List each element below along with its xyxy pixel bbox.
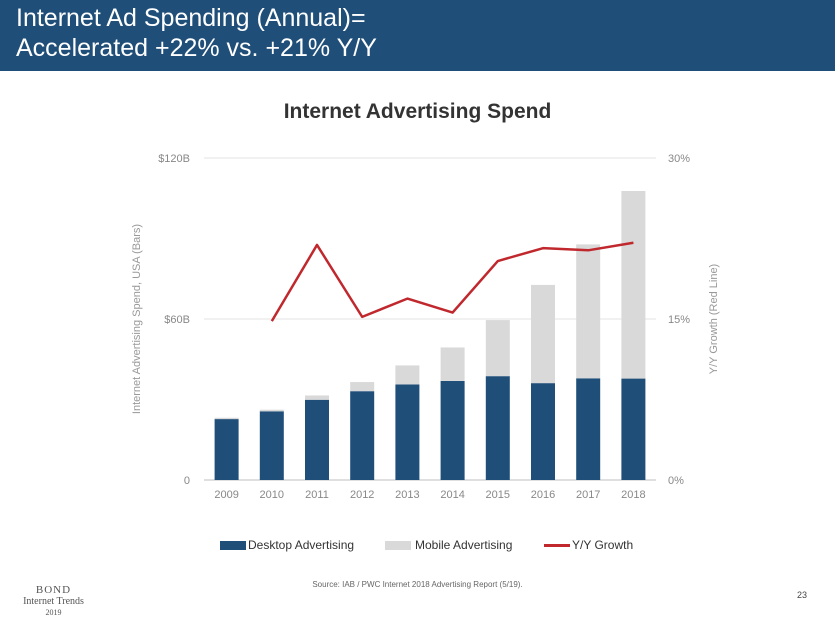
- y-tick-label: 0: [184, 475, 190, 487]
- slide-header: Internet Ad Spending (Annual)= Accelerat…: [0, 0, 835, 71]
- x-tick-label: 2013: [395, 489, 419, 501]
- mobile-bar: [214, 417, 239, 420]
- x-tick-label: 2016: [531, 489, 555, 501]
- slide-title-line-2: Accelerated +22% vs. +21% Y/Y: [16, 34, 377, 62]
- mobile-bar: [440, 347, 465, 381]
- x-tick-label: 2009: [214, 489, 238, 501]
- mobile-bar: [621, 191, 646, 379]
- desktop-bar: [395, 384, 420, 480]
- y2-tick-label: 15%: [668, 314, 690, 326]
- slide-title-line-1: Internet Ad Spending (Annual)=: [16, 4, 366, 32]
- desktop-bar: [621, 378, 646, 480]
- legend-mobile-swatch: [385, 540, 411, 550]
- desktop-bar: [259, 411, 284, 480]
- mobile-bar: [305, 395, 329, 400]
- x-tick-label: 2010: [260, 489, 284, 501]
- x-tick-label: 2014: [440, 489, 464, 501]
- y-axis-label: Internet Advertising Spend, USA (Bars): [131, 224, 143, 414]
- bond-logo: BOND Internet Trends 2019: [16, 585, 91, 618]
- x-tick-label: 2017: [576, 489, 600, 501]
- legend-mobile-label: Mobile Advertising: [415, 538, 513, 552]
- y2-tick-label: 30%: [668, 153, 690, 165]
- bond-logo-line-1: BOND: [35, 584, 72, 596]
- source-note: Source: IAB / PWC Internet 2018 Advertis…: [312, 580, 523, 589]
- legend-desktop-swatch: [220, 540, 246, 550]
- legend-growth: Y/Y Growth: [544, 538, 633, 552]
- legend-desktop-label: Desktop Advertising: [248, 538, 355, 552]
- chart-title: Internet Advertising Spend: [283, 100, 552, 123]
- x-tick-label: 2018: [621, 489, 645, 501]
- mobile-bar: [576, 244, 601, 379]
- desktop-bar: [576, 378, 601, 480]
- desktop-bar: [305, 399, 329, 480]
- y2-axis-label: Y/Y Growth (Red Line): [708, 264, 720, 374]
- legend-mobile: Mobile Advertising: [385, 538, 512, 552]
- desktop-bar: [350, 391, 375, 480]
- legend-growth-swatch: [544, 543, 570, 547]
- desktop-bar: [485, 376, 510, 480]
- growth-line: [270, 241, 634, 322]
- desktop-bar: [531, 383, 555, 480]
- desktop-bar: [440, 380, 465, 480]
- mobile-bar: [259, 409, 284, 412]
- desktop-bar: [214, 419, 239, 480]
- mobile-bar: [350, 382, 375, 392]
- mobile-bar: [531, 284, 555, 384]
- legend-desktop: Desktop Advertising: [220, 538, 354, 552]
- page-number: 23: [796, 590, 807, 600]
- x-tick-label: 2015: [486, 489, 510, 501]
- legend-growth-label: Y/Y Growth: [572, 538, 634, 552]
- bond-logo-line-3: 2019: [45, 608, 62, 617]
- mobile-bar: [395, 365, 420, 385]
- x-tick-label: 2011: [305, 489, 329, 501]
- bond-logo-line-2: Internet Trends: [23, 596, 84, 607]
- y-tick-label: $120B: [158, 153, 190, 165]
- y-tick-label: $60B: [164, 314, 190, 326]
- x-tick-label: 2012: [350, 489, 374, 501]
- y2-tick-label: 0%: [668, 475, 684, 487]
- mobile-bar: [485, 320, 510, 377]
